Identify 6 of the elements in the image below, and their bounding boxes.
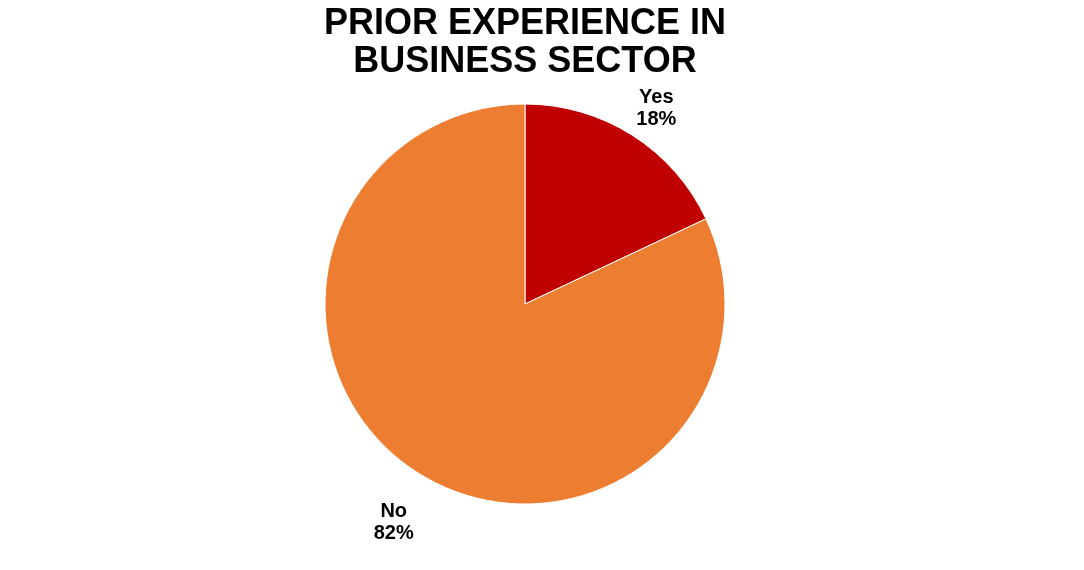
pie-slice xyxy=(324,103,726,505)
slice-label: No xyxy=(380,498,408,521)
data-label: 18% xyxy=(636,107,677,130)
data-label: 82% xyxy=(373,520,414,543)
slice-label: Yes xyxy=(639,85,674,108)
chart-title: PRIOR EXPERIENCE IN BUSINESS SECTOR xyxy=(323,1,727,80)
